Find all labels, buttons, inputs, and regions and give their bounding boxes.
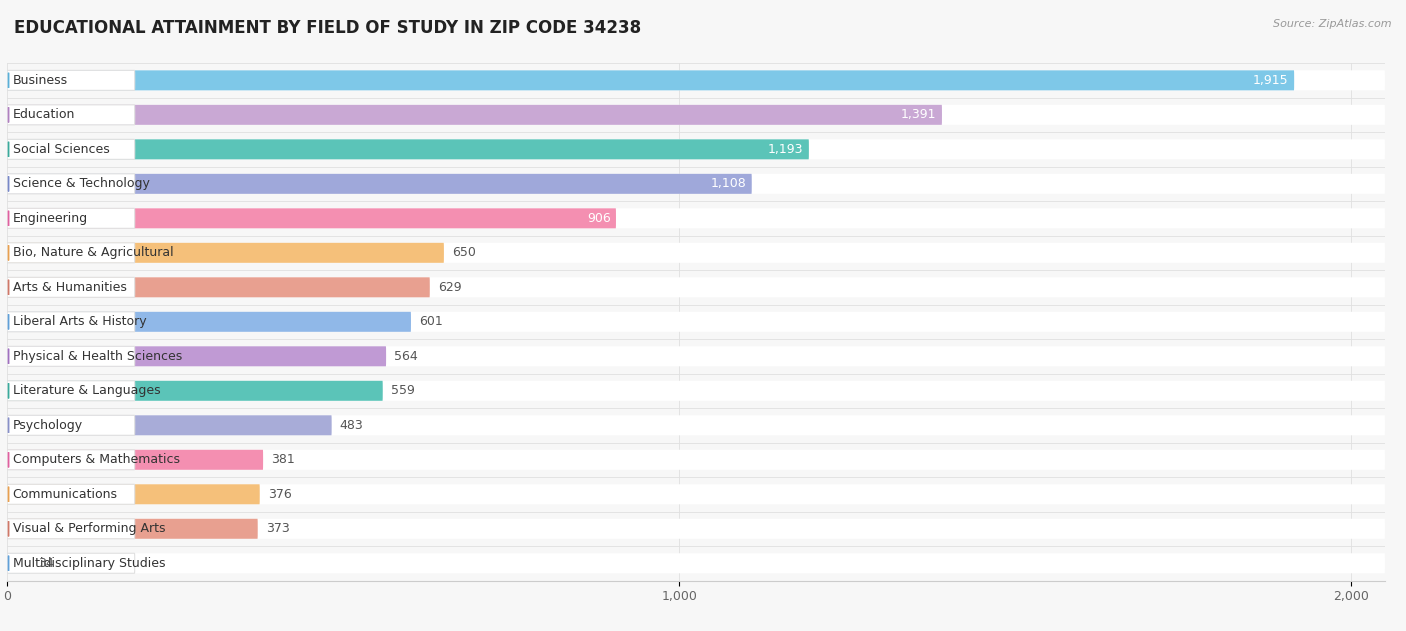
FancyBboxPatch shape [7,139,808,160]
FancyBboxPatch shape [7,415,1385,435]
FancyBboxPatch shape [7,380,382,401]
Text: Education: Education [13,109,75,121]
Text: Business: Business [13,74,67,87]
FancyBboxPatch shape [7,450,263,470]
Text: 1,915: 1,915 [1253,74,1289,87]
FancyBboxPatch shape [7,139,1385,160]
Text: 559: 559 [391,384,415,398]
FancyBboxPatch shape [7,553,1385,574]
FancyBboxPatch shape [7,174,1385,194]
FancyBboxPatch shape [7,70,135,90]
Text: Visual & Performing Arts: Visual & Performing Arts [13,522,165,535]
Text: Physical & Health Sciences: Physical & Health Sciences [13,350,181,363]
Text: Science & Technology: Science & Technology [13,177,149,191]
Text: 483: 483 [340,419,364,432]
FancyBboxPatch shape [7,312,1385,332]
Text: Social Sciences: Social Sciences [13,143,110,156]
Text: EDUCATIONAL ATTAINMENT BY FIELD OF STUDY IN ZIP CODE 34238: EDUCATIONAL ATTAINMENT BY FIELD OF STUDY… [14,19,641,37]
FancyBboxPatch shape [7,312,411,332]
Text: 34: 34 [38,557,53,570]
Text: 1,193: 1,193 [768,143,803,156]
Text: 381: 381 [271,453,295,466]
FancyBboxPatch shape [7,139,135,160]
FancyBboxPatch shape [7,380,135,401]
FancyBboxPatch shape [7,346,387,367]
FancyBboxPatch shape [7,208,616,228]
FancyBboxPatch shape [7,519,1385,539]
FancyBboxPatch shape [7,346,135,367]
Text: Bio, Nature & Agricultural: Bio, Nature & Agricultural [13,246,173,259]
Text: 906: 906 [586,212,610,225]
FancyBboxPatch shape [7,208,135,228]
Text: Literature & Languages: Literature & Languages [13,384,160,398]
Text: Computers & Mathematics: Computers & Mathematics [13,453,180,466]
FancyBboxPatch shape [7,380,1385,401]
FancyBboxPatch shape [7,484,260,504]
Text: 1,391: 1,391 [901,109,936,121]
FancyBboxPatch shape [7,519,257,539]
FancyBboxPatch shape [7,174,752,194]
Text: Multidisciplinary Studies: Multidisciplinary Studies [13,557,165,570]
FancyBboxPatch shape [7,243,444,263]
Text: 601: 601 [419,316,443,328]
Text: 1,108: 1,108 [710,177,747,191]
FancyBboxPatch shape [7,415,135,435]
Text: 564: 564 [394,350,418,363]
Text: 376: 376 [267,488,291,501]
FancyBboxPatch shape [7,553,30,574]
FancyBboxPatch shape [7,277,135,297]
Text: Communications: Communications [13,488,118,501]
FancyBboxPatch shape [7,105,942,125]
FancyBboxPatch shape [7,450,1385,470]
Text: 650: 650 [451,246,475,259]
Text: 373: 373 [266,522,290,535]
FancyBboxPatch shape [7,243,135,263]
FancyBboxPatch shape [7,174,135,194]
Text: Arts & Humanities: Arts & Humanities [13,281,127,294]
FancyBboxPatch shape [7,70,1385,90]
Text: Engineering: Engineering [13,212,87,225]
FancyBboxPatch shape [7,450,135,470]
FancyBboxPatch shape [7,208,1385,228]
FancyBboxPatch shape [7,277,1385,297]
FancyBboxPatch shape [7,346,1385,367]
FancyBboxPatch shape [7,484,135,504]
Text: Source: ZipAtlas.com: Source: ZipAtlas.com [1274,19,1392,29]
FancyBboxPatch shape [7,70,1294,90]
FancyBboxPatch shape [7,312,135,332]
Text: 629: 629 [437,281,461,294]
Text: Psychology: Psychology [13,419,83,432]
FancyBboxPatch shape [7,105,1385,125]
FancyBboxPatch shape [7,553,135,574]
FancyBboxPatch shape [7,277,430,297]
Text: Liberal Arts & History: Liberal Arts & History [13,316,146,328]
FancyBboxPatch shape [7,484,1385,504]
FancyBboxPatch shape [7,105,135,125]
FancyBboxPatch shape [7,519,135,539]
FancyBboxPatch shape [7,243,1385,263]
FancyBboxPatch shape [7,415,332,435]
